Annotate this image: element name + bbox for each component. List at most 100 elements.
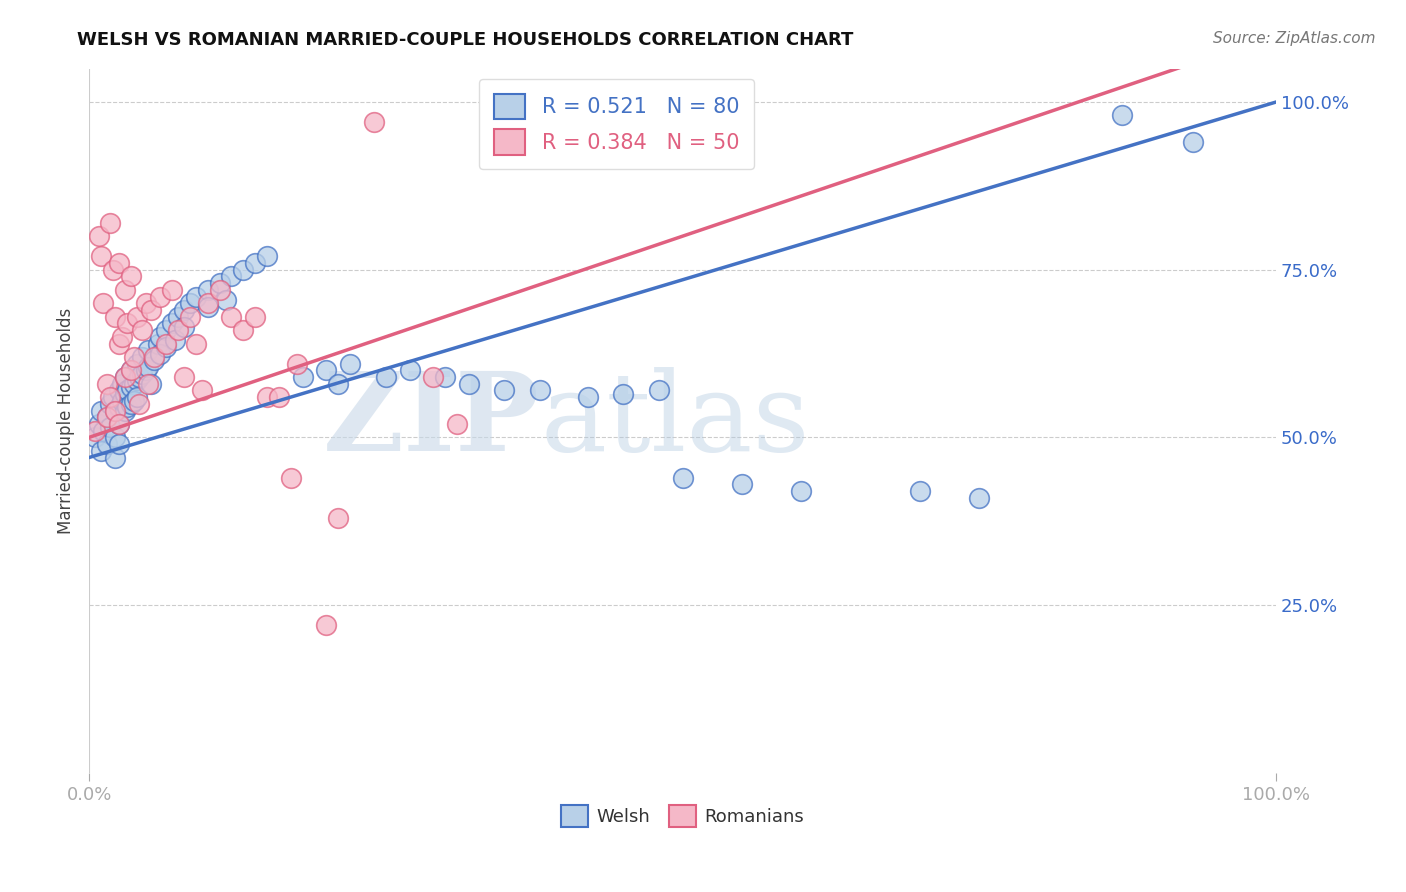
Point [446, 417, 468, 431]
Text: ZIP: ZIP [323, 368, 540, 475]
Point [135, 296, 157, 310]
Point [107, 417, 129, 431]
Point [149, 289, 172, 303]
Point [138, 359, 160, 374]
Point [143, 353, 166, 368]
Point [107, 256, 129, 270]
Point [96, 410, 118, 425]
Point [256, 249, 278, 263]
Point [208, 276, 231, 290]
Point [131, 367, 153, 381]
Text: Source: ZipAtlas.com: Source: ZipAtlas.com [1212, 31, 1375, 46]
Point [122, 350, 145, 364]
Point [84, 424, 107, 438]
Point [232, 262, 254, 277]
Point [115, 384, 138, 398]
Point [179, 310, 201, 324]
Point [90, 249, 112, 263]
Point [363, 115, 385, 129]
Point [100, 390, 122, 404]
Point [104, 310, 127, 324]
Point [160, 283, 183, 297]
Point [648, 384, 671, 398]
Point [107, 401, 129, 415]
Point [114, 370, 136, 384]
Point [104, 430, 127, 444]
Text: atlas: atlas [540, 368, 810, 475]
Point [114, 283, 136, 297]
Point [131, 323, 153, 337]
Point [104, 450, 127, 465]
Point [120, 269, 142, 284]
Point [87, 417, 110, 431]
Point [143, 350, 166, 364]
Y-axis label: Married-couple Households: Married-couple Households [58, 308, 75, 533]
Point [115, 401, 138, 415]
Point [232, 323, 254, 337]
Point [179, 296, 201, 310]
Point [111, 393, 134, 408]
Point [107, 384, 129, 398]
Point [125, 357, 148, 371]
Point [328, 376, 350, 391]
Point [104, 403, 127, 417]
Point [790, 484, 813, 499]
Point [529, 384, 551, 398]
Point [96, 376, 118, 391]
Point [967, 491, 990, 505]
Point [245, 310, 267, 324]
Point [107, 437, 129, 451]
Point [100, 216, 122, 230]
Point [125, 390, 148, 404]
Point [315, 618, 337, 632]
Point [149, 346, 172, 360]
Point [111, 330, 134, 344]
Point [115, 317, 138, 331]
Point [256, 390, 278, 404]
Point [908, 484, 931, 499]
Point [120, 363, 142, 377]
Point [96, 437, 118, 451]
Point [135, 363, 157, 377]
Point [1111, 108, 1133, 122]
Point [125, 373, 148, 387]
Point [87, 229, 110, 244]
Point [160, 317, 183, 331]
Point [122, 376, 145, 391]
Point [114, 403, 136, 417]
Point [128, 397, 150, 411]
Point [90, 443, 112, 458]
Legend: Welsh, Romanians: Welsh, Romanians [554, 797, 811, 834]
Point [285, 357, 308, 371]
Point [422, 370, 444, 384]
Point [339, 357, 361, 371]
Point [434, 370, 457, 384]
Point [221, 269, 243, 284]
Point [221, 310, 243, 324]
Point [167, 310, 190, 324]
Point [457, 376, 479, 391]
Point [91, 296, 114, 310]
Point [138, 376, 160, 391]
Point [612, 386, 634, 401]
Point [146, 336, 169, 351]
Point [90, 403, 112, 417]
Point [122, 393, 145, 408]
Point [100, 397, 122, 411]
Point [1181, 136, 1204, 150]
Point [191, 384, 214, 398]
Point [173, 302, 195, 317]
Point [328, 511, 350, 525]
Point [576, 390, 599, 404]
Point [155, 336, 177, 351]
Point [184, 336, 207, 351]
Point [128, 370, 150, 384]
Point [139, 302, 162, 317]
Point [315, 363, 337, 377]
Point [138, 343, 160, 358]
Point [245, 256, 267, 270]
Point [125, 310, 148, 324]
Point [267, 390, 290, 404]
Point [163, 333, 186, 347]
Point [120, 397, 142, 411]
